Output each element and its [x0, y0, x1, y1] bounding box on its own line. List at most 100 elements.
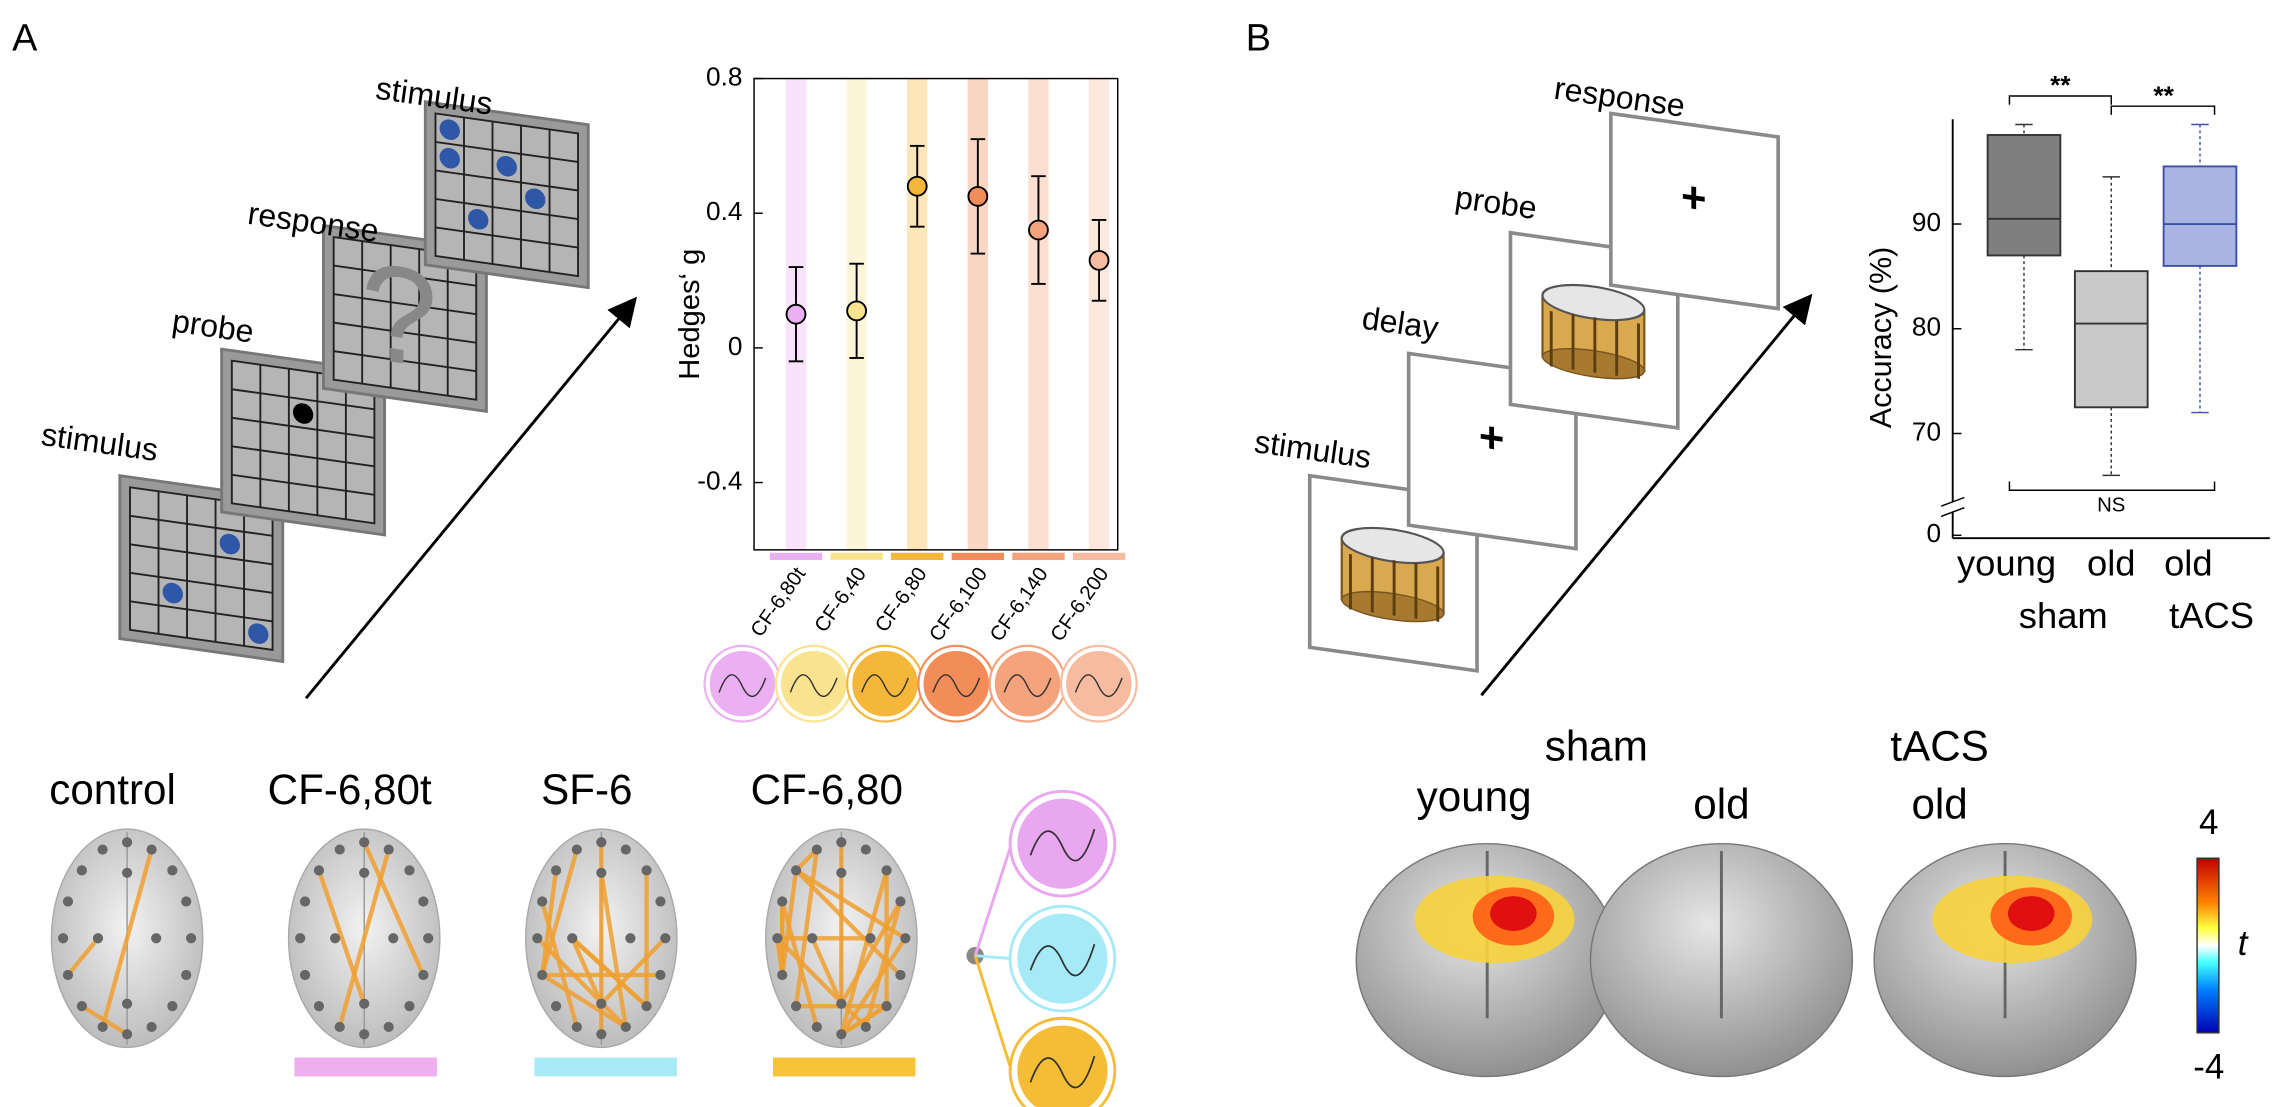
waveform	[1029, 1055, 1096, 1089]
panel-grid	[129, 486, 274, 651]
connection	[362, 841, 426, 976]
electrode	[550, 865, 562, 876]
connection	[810, 937, 844, 1005]
electrode	[76, 1001, 87, 1012]
waveform	[718, 674, 767, 698]
electrode	[655, 896, 666, 907]
y-tick-label: 80	[1912, 312, 1941, 342]
connection	[540, 848, 579, 976]
electrode	[295, 933, 306, 944]
waveform	[932, 674, 981, 698]
electrode	[625, 933, 636, 944]
electrode	[167, 865, 178, 876]
y-axis-label: Accuracy (%)	[1864, 247, 1898, 429]
electrode	[418, 896, 429, 907]
fixation-cross: +	[1479, 412, 1504, 464]
category-bar	[769, 552, 823, 561]
electrode	[97, 1021, 108, 1033]
electrode	[655, 969, 666, 981]
grid-line	[130, 571, 273, 594]
electrode	[122, 867, 133, 878]
grid-panel	[220, 347, 387, 537]
electrode	[167, 1001, 178, 1012]
task-label: probe	[170, 303, 256, 350]
electrode	[299, 969, 311, 981]
panel-grid	[230, 359, 376, 525]
significance: NS	[2097, 495, 2125, 517]
electrode	[881, 865, 892, 876]
electrode	[404, 1001, 415, 1012]
x-tick-label: old	[2164, 542, 2213, 583]
activation	[2007, 896, 2055, 931]
box	[2073, 270, 2149, 409]
point	[906, 175, 928, 197]
waveform	[1074, 674, 1123, 698]
electrode	[596, 998, 607, 1009]
electrode	[181, 969, 192, 981]
electrode	[334, 1021, 345, 1033]
electrode	[186, 933, 197, 944]
electrode	[92, 933, 104, 944]
electrode	[388, 933, 399, 944]
category-bar	[891, 552, 944, 561]
wave-icon	[776, 646, 851, 721]
task-label: delay	[1360, 300, 1441, 346]
electrode	[836, 998, 847, 1009]
electrode	[423, 933, 434, 944]
electrode	[537, 896, 548, 907]
task-label: response	[246, 195, 381, 249]
electrode	[895, 896, 906, 907]
branch	[973, 843, 1013, 957]
stimulus-dot	[162, 582, 183, 604]
category-stripe	[1088, 78, 1110, 550]
grid-line	[435, 169, 579, 192]
fixation-cross: +	[1681, 172, 1706, 224]
y-tick-label: 70	[1912, 416, 1941, 446]
point	[1088, 249, 1110, 271]
wave-icon	[1011, 792, 1114, 895]
bracket	[2008, 481, 2216, 491]
grid-line	[333, 321, 477, 344]
task-frame: +	[1609, 111, 1780, 311]
grid-line	[130, 514, 273, 537]
wave-icon	[1011, 907, 1114, 1010]
electrode	[807, 933, 818, 944]
connection	[66, 936, 100, 977]
grid-line	[130, 600, 273, 623]
task-label: stimulus	[39, 416, 160, 468]
electrode	[790, 1001, 802, 1012]
connection	[100, 848, 154, 1028]
condition-bar	[294, 1057, 437, 1077]
colorbar	[2196, 857, 2220, 1034]
point	[1028, 219, 1049, 241]
electrode	[811, 1021, 822, 1033]
panel-label: A	[12, 18, 38, 60]
panel-grid	[434, 112, 579, 278]
stimulus-dot	[525, 188, 546, 210]
probe-dot	[292, 403, 314, 424]
point	[967, 185, 989, 207]
grid-line	[435, 141, 579, 163]
waveform	[861, 674, 909, 698]
point	[785, 303, 807, 325]
task-label: stimulus	[1252, 423, 1373, 475]
colorbar-label: t	[2238, 924, 2249, 963]
connection	[316, 869, 367, 1005]
electrode	[359, 1029, 370, 1040]
electrode	[122, 837, 133, 848]
electrode	[596, 1029, 607, 1040]
electrode	[122, 1029, 133, 1040]
grid-line	[130, 543, 273, 566]
electrode	[567, 933, 578, 944]
electrode	[865, 933, 876, 944]
y-tick-label: 0.8	[706, 61, 742, 91]
connection	[337, 848, 391, 1028]
x-tick-label: CF-6,80	[871, 564, 931, 637]
electrode	[359, 837, 370, 848]
electrode	[777, 969, 788, 981]
branch	[973, 955, 1013, 1072]
electrode	[777, 896, 788, 907]
connection	[570, 936, 649, 1008]
electrode	[181, 896, 192, 907]
